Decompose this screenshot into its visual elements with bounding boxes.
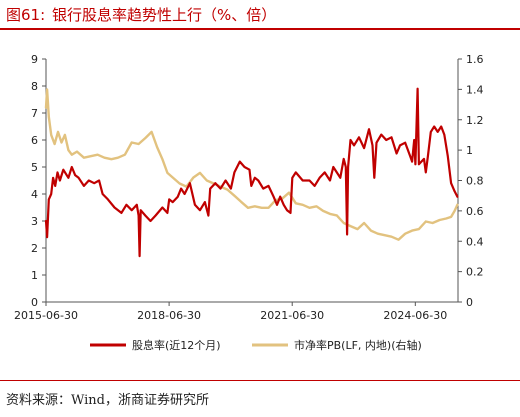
right-tick-label: 0.4 <box>466 235 484 248</box>
left-tick-label: 9 <box>31 53 38 66</box>
series-lines <box>44 87 459 258</box>
x-tick-label: 2021-06-30 <box>260 309 324 322</box>
right-tick-label: 1.2 <box>466 114 484 127</box>
left-tick-label: 3 <box>31 215 38 228</box>
legend: 股息率(近12个月) 市净率PB(LF, 内地)(右轴) <box>90 338 422 352</box>
series-line-dividend-yield <box>44 87 459 258</box>
right-tick-label: 1 <box>466 144 473 157</box>
right-tick-label: 0.8 <box>466 175 484 188</box>
left-tick-label: 4 <box>31 188 38 201</box>
right-tick-label: 0.2 <box>466 266 484 279</box>
legend-item-pb: 市净率PB(LF, 内地)(右轴) <box>252 338 422 352</box>
left-tick-label: 2 <box>31 242 38 255</box>
left-tick-label: 0 <box>31 296 38 309</box>
left-tick-label: 1 <box>31 269 38 282</box>
x-tick-label: 2015-06-30 <box>14 309 78 322</box>
right-tick-label: 1.4 <box>466 83 484 96</box>
legend-label: 市净率PB(LF, 内地)(右轴) <box>294 338 422 352</box>
figure-label: 图61: <box>6 6 46 24</box>
series-line-pb <box>44 88 459 241</box>
left-tick-label: 7 <box>31 107 38 120</box>
right-tick-label: 1.6 <box>466 53 484 66</box>
left-tick-label: 6 <box>31 134 38 147</box>
x-tick-label: 2018-06-30 <box>137 309 201 322</box>
title-divider <box>0 28 520 30</box>
legend-item-dividend-yield: 股息率(近12个月) <box>90 338 221 352</box>
right-tick-label: 0.6 <box>466 205 484 218</box>
x-tick-label: 2024-06-30 <box>383 309 447 322</box>
figure-title: 图61: 银行股息率趋势性上行（%、倍） <box>6 4 276 25</box>
left-tick-label: 8 <box>31 80 38 93</box>
source-divider <box>0 380 520 381</box>
chart: 0 1 2 3 4 5 6 7 8 9 0 0.2 0.4 0.6 0.8 1 1.2 1.4 1.6 2015-06… <box>14 53 483 352</box>
right-tick-label: 0 <box>466 296 473 309</box>
legend-label: 股息率(近12个月) <box>132 338 221 352</box>
figure-title-text: 银行股息率趋势性上行（%、倍） <box>51 6 277 24</box>
left-tick-label: 5 <box>31 161 38 174</box>
source-note: 资料来源：Wind，浙商证券研究所 <box>6 393 209 408</box>
axes: 0 1 2 3 4 5 6 7 8 9 0 0.2 0.4 0.6 0.8 1 1.2 1.4 1.6 2015-06… <box>14 53 483 322</box>
